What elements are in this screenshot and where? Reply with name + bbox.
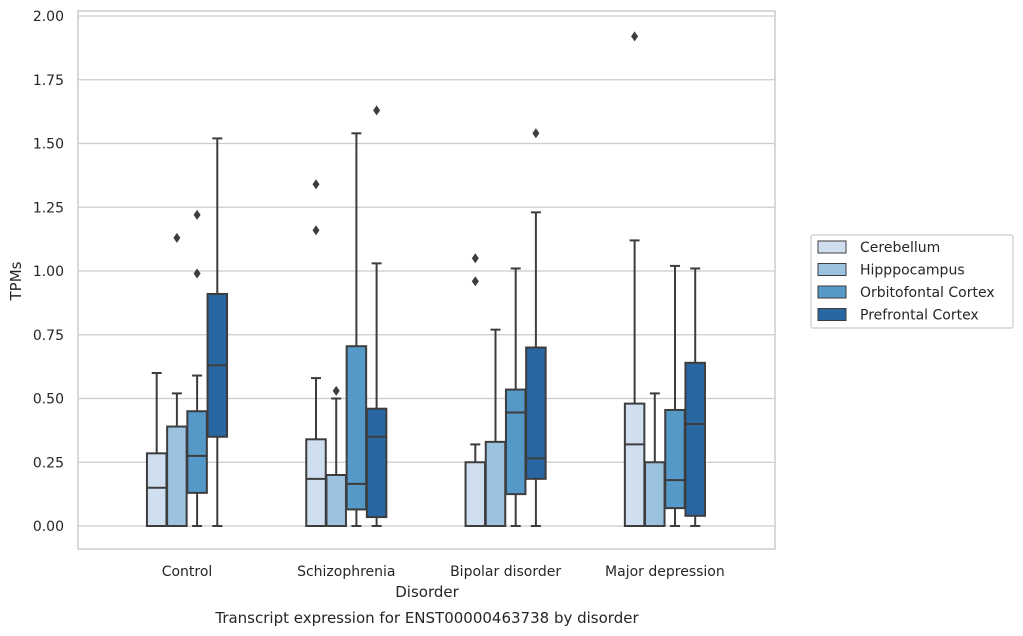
- box-group: [464, 253, 487, 527]
- plot-border: [77, 10, 776, 550]
- outlier-point: [471, 253, 479, 264]
- y-tick-label: 0.00: [33, 519, 64, 535]
- outlier-point: [193, 209, 201, 220]
- outlier-point: [373, 105, 381, 116]
- boxes-layer: [145, 31, 706, 528]
- outlier-point: [193, 268, 201, 279]
- box-group: [664, 264, 686, 527]
- legend-swatch: [817, 285, 847, 299]
- box-group: [305, 179, 327, 527]
- box-group: [525, 128, 547, 527]
- box-group: [325, 385, 347, 527]
- box-group: [166, 232, 188, 527]
- y-tick-label: 1.50: [33, 137, 64, 153]
- box-group: [145, 372, 168, 528]
- legend-swatch: [817, 240, 847, 254]
- box-iqr: [644, 461, 666, 527]
- outlier-point: [332, 385, 340, 396]
- legend-swatch: [817, 263, 847, 276]
- x-tick-label: Control: [162, 564, 213, 580]
- outlier-point: [471, 276, 479, 287]
- box-iqr: [325, 474, 347, 527]
- legend-swatch: [817, 308, 847, 321]
- box-group: [345, 132, 368, 527]
- outlier-point: [312, 225, 320, 236]
- box-iqr: [365, 407, 388, 519]
- box-iqr: [623, 402, 646, 528]
- box-group: [684, 267, 706, 527]
- box-iqr: [145, 452, 168, 528]
- x-axis-title: Disorder: [395, 583, 459, 601]
- y-tick-label: 1.75: [33, 73, 64, 89]
- box-group: [644, 392, 666, 527]
- box-group: [206, 137, 229, 527]
- legend-label: Orbitofontal Cortex: [860, 285, 995, 301]
- box-group: [186, 209, 208, 527]
- box-group: [365, 105, 388, 527]
- box-iqr: [484, 440, 507, 528]
- outlier-point: [631, 31, 639, 42]
- y-tick-label: 2.00: [33, 9, 64, 25]
- legend-box: [810, 234, 1014, 329]
- legend: Cerebellum Hipppocampus Orbitofontal Corte…: [810, 234, 1014, 329]
- box-group: [623, 31, 646, 528]
- box-iqr: [464, 461, 487, 527]
- outlier-point: [173, 232, 181, 243]
- y-axis-ticks: 0.00 0.25 0.50 0.75 1.00 1.25 1.50 1.75 2.00: [33, 9, 64, 535]
- box-group: [504, 267, 527, 527]
- legend-label: Prefrontal Cortex: [860, 308, 979, 324]
- legend-label: Hipppocampus: [860, 263, 965, 279]
- y-tick-label: 1.25: [33, 200, 64, 216]
- x-tick-label: Major depression: [605, 564, 725, 580]
- box-iqr: [504, 388, 527, 496]
- box-iqr: [186, 410, 208, 494]
- y-tick-label: 0.25: [33, 455, 64, 471]
- y-tick-label: 0.75: [33, 328, 64, 344]
- x-axis-ticks: Control Schizophrenia Bipolar disorder Majo…: [162, 564, 725, 580]
- box-iqr: [664, 408, 686, 510]
- plot-frame: [77, 10, 776, 550]
- legend-label: Cerebellum: [860, 240, 940, 256]
- x-tick-label: Bipolar disorder: [450, 564, 561, 580]
- box-iqr: [525, 346, 547, 480]
- box-group: [484, 328, 507, 528]
- y-axis-title: TPMs: [7, 261, 25, 301]
- outlier-point: [532, 128, 540, 139]
- chart-caption: Transcript expression for ENST0000046373…: [214, 609, 639, 627]
- y-tick-label: 1.00: [33, 264, 64, 280]
- box-iqr: [305, 438, 327, 527]
- box-iqr: [166, 425, 188, 527]
- box-iqr: [684, 361, 706, 517]
- y-tick-label: 0.50: [33, 392, 64, 408]
- x-tick-label: Schizophrenia: [297, 564, 395, 580]
- outlier-point: [312, 179, 320, 190]
- box-iqr: [345, 345, 368, 511]
